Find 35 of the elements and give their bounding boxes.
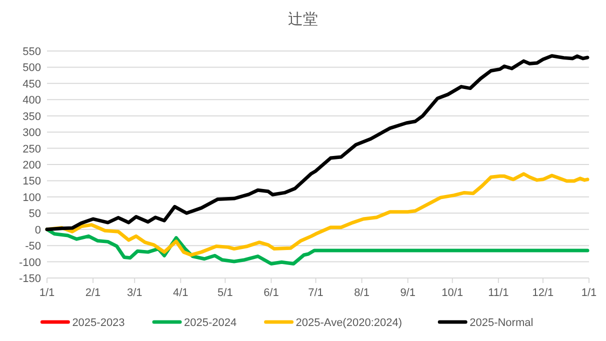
x-tick-label: 8/1 <box>354 287 370 299</box>
y-tick-label: 400 <box>22 94 41 107</box>
y-tick-label: 100 <box>22 192 41 204</box>
legend-label: 2025-Normal <box>470 317 534 329</box>
x-tick-label: 3/1 <box>126 287 142 299</box>
legend-label: 2025-Ave(2020:2024) <box>296 317 402 329</box>
y-tick-label: 250 <box>22 143 41 156</box>
legend-label: 2025-2024 <box>184 317 237 329</box>
x-tick-label: 7/1 <box>308 287 324 299</box>
y-tick-label: 350 <box>22 110 41 123</box>
y-tick-label: 500 <box>22 62 41 74</box>
x-tick-label: 9/1 <box>400 287 416 299</box>
y-tick-label: -100 <box>18 256 41 269</box>
y-tick-label: -50 <box>25 240 41 253</box>
y-tick-label: 300 <box>22 127 41 140</box>
line-series <box>45 228 590 266</box>
y-tick-label: 550 <box>22 46 41 58</box>
chart-title: 辻堂 <box>288 11 318 28</box>
x-tick-label: 2/1 <box>85 287 101 299</box>
x-tick-label: 1/1 <box>39 287 55 299</box>
y-tick-label: 50 <box>28 208 41 220</box>
line-series <box>45 54 590 232</box>
x-tick-label: 11/1 <box>488 287 509 299</box>
x-tick-label: 12/1 <box>532 287 554 299</box>
x-tick-label: 5/1 <box>218 287 233 299</box>
y-tick-label: 0 <box>34 224 41 236</box>
x-tick-label: 1/1 <box>581 287 597 299</box>
x-tick-label: 10/1 <box>442 287 464 299</box>
y-tick-label: 450 <box>22 78 41 90</box>
x-tick-label: 6/1 <box>264 287 279 299</box>
legend-label: 2025-2023 <box>72 317 125 329</box>
y-tick-label: 200 <box>22 160 41 172</box>
x-tick-label: 4/1 <box>172 287 188 299</box>
y-tick-label: -150 <box>18 273 41 285</box>
y-tick-label: 150 <box>22 176 41 188</box>
